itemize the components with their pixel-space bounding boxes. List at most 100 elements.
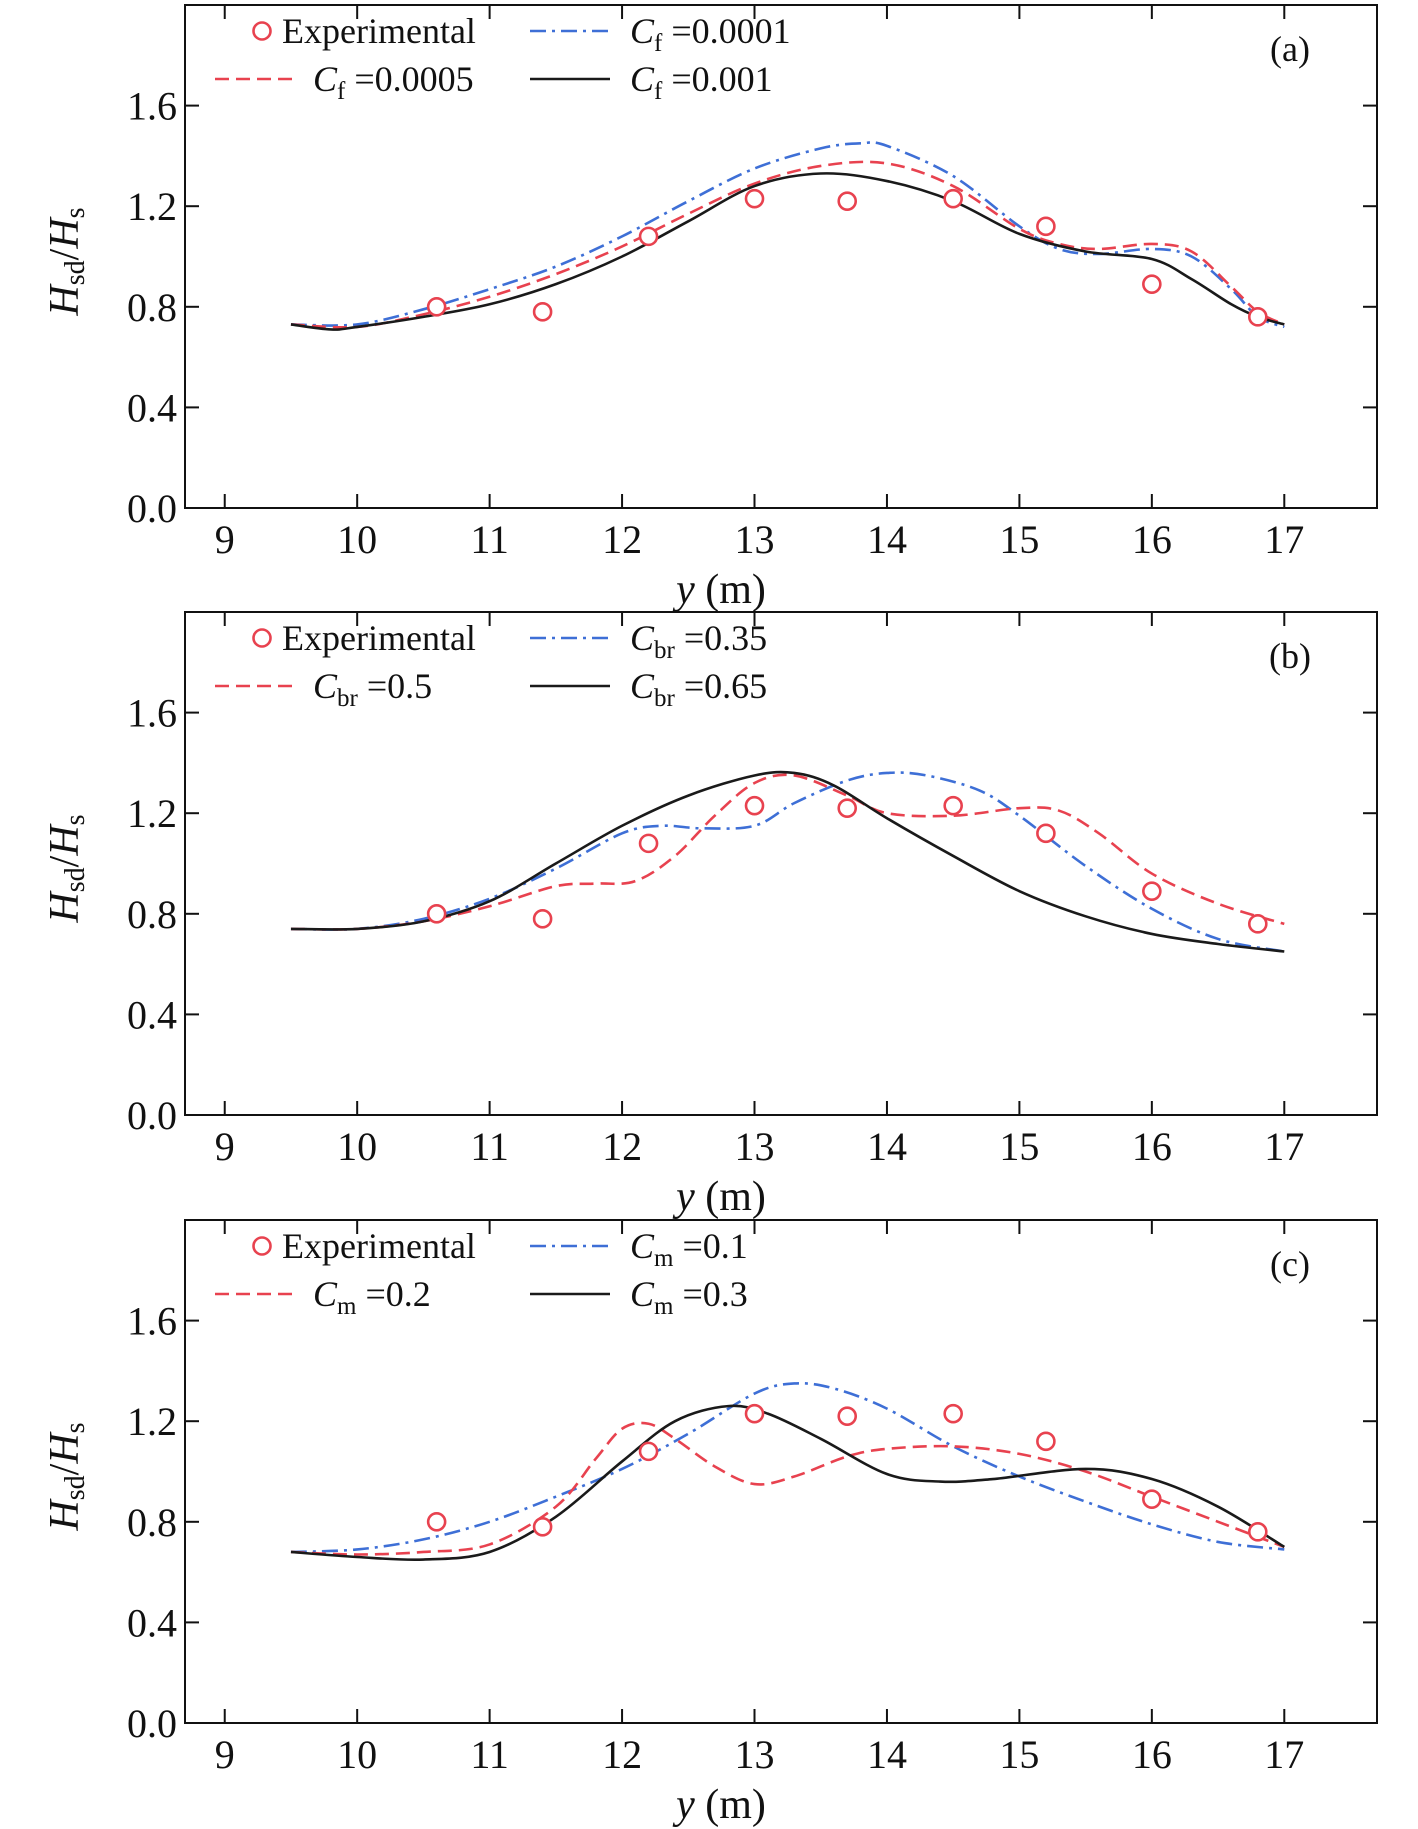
x-tick-label: 17	[1264, 517, 1304, 562]
legend-marker-experimental	[252, 21, 272, 41]
y-tick-label: 1.6	[127, 84, 177, 129]
x-tick-label: 10	[337, 1732, 377, 1777]
experimental-point	[426, 296, 447, 317]
x-tick-label: 17	[1264, 1732, 1304, 1777]
series-line-m-2	[290, 1421, 1285, 1556]
x-tick-label: 13	[735, 1124, 775, 1169]
plot-area	[290, 141, 1285, 331]
experimental-point	[532, 302, 553, 322]
experimental-point	[837, 191, 858, 211]
legend-label-experimental: Experimental	[282, 618, 476, 658]
y-tick-label: 0.8	[127, 285, 177, 330]
experimental-point	[837, 798, 858, 818]
x-tick-label: 15	[999, 517, 1039, 562]
experimental-point	[1248, 914, 1268, 934]
experimental-point	[1142, 1489, 1162, 1509]
y-axis-label: Hsd/Hs	[42, 207, 91, 316]
panel-label: (a)	[1270, 29, 1310, 69]
y-tick-label: 0.4	[127, 992, 177, 1037]
y-tick-label: 0.8	[127, 1500, 177, 1545]
plot-frame	[184, 1219, 1378, 1724]
y-axis-label: Hsd/Hs	[42, 814, 91, 923]
experimental-point	[1142, 274, 1162, 294]
legend-label-1: Cbr =0.35	[630, 618, 767, 664]
plot-area	[290, 1381, 1285, 1562]
legend-label-1: Cf =0.0001	[630, 11, 791, 57]
experimental-point	[638, 833, 659, 854]
x-tick-label: 11	[470, 1732, 509, 1777]
x-tick-label: 14	[867, 1124, 907, 1169]
legend: Experimental Cm =0.1 Cm =0.2 Cm =0.3	[215, 1226, 748, 1320]
x-tick-label: 9	[215, 517, 235, 562]
x-tick-label: 10	[337, 517, 377, 562]
legend-label-3: Cbr =0.65	[630, 666, 767, 712]
y-tick-label: 0.0	[127, 1093, 177, 1138]
series-line-br-1	[290, 771, 1285, 953]
panel-label: (c)	[1270, 1244, 1310, 1284]
x-tick-label: 12	[602, 1124, 642, 1169]
x-axis-label: y (m)	[672, 1782, 766, 1828]
x-tick-label: 15	[999, 1732, 1039, 1777]
legend-label-experimental: Experimental	[282, 11, 476, 51]
legend: Experimental Cbr =0.35 Cbr =0.5 Cbr =0.65	[215, 618, 767, 712]
x-axis-label: y (m)	[672, 567, 766, 613]
experimental-point	[943, 1403, 963, 1424]
experimental-point	[1248, 1522, 1268, 1542]
legend-label-2: Cbr =0.5	[313, 666, 432, 712]
experimental-point	[943, 795, 963, 816]
x-tick-label: 12	[602, 1732, 642, 1777]
experimental-point	[1036, 216, 1056, 237]
chart-panel-a: 0.0 0.4 0.8 1.2 1.6 9 10 11 12 13 14 15 16 17 y (m) Hsd…	[42, 4, 1378, 613]
experimental-point	[1142, 881, 1162, 901]
experimental-point	[638, 226, 659, 247]
y-tick-label: 1.6	[127, 1299, 177, 1344]
legend-label-experimental: Experimental	[282, 1226, 476, 1266]
x-tick-label: 16	[1132, 1732, 1172, 1777]
chart-panel-b: 0.0 0.4 0.8 1.2 1.6 9 10 11 12 13 14 15 16 17 y (m) Hsd…	[42, 611, 1378, 1220]
series-line-f-2	[290, 160, 1285, 329]
x-tick-label: 11	[470, 1124, 509, 1169]
y-tick-label: 0.0	[127, 486, 177, 531]
plot-frame	[184, 611, 1378, 1116]
experimental-point	[1036, 1431, 1056, 1452]
legend-label-1: Cm =0.1	[630, 1226, 748, 1272]
x-tick-label: 14	[867, 517, 907, 562]
x-tick-label: 15	[999, 1124, 1039, 1169]
legend: Experimental Cf =0.0001 Cf =0.0005 Cf =0.00…	[215, 11, 791, 105]
plot-frame	[184, 4, 1378, 509]
x-tick-label: 11	[470, 517, 509, 562]
x-tick-label: 13	[735, 517, 775, 562]
x-axis-label: y (m)	[672, 1174, 766, 1220]
experimental-point	[744, 795, 765, 816]
legend-label-2: Cm =0.2	[313, 1274, 431, 1320]
experimental-point	[943, 188, 963, 209]
y-tick-label: 0.0	[127, 1701, 177, 1746]
x-tick-label: 12	[602, 517, 642, 562]
x-tick-label: 9	[215, 1732, 235, 1777]
legend-label-3: Cf =0.001	[630, 59, 773, 105]
y-tick-label: 1.2	[127, 1399, 177, 1444]
y-tick-label: 0.4	[127, 385, 177, 430]
experimental-point	[1036, 823, 1056, 844]
experimental-point	[744, 188, 765, 209]
x-tick-label: 16	[1132, 1124, 1172, 1169]
x-tick-label: 17	[1264, 1124, 1304, 1169]
legend-label-2: Cf =0.0005	[313, 59, 474, 105]
experimental-point	[426, 903, 447, 924]
experimental-point	[426, 1512, 447, 1532]
legend-label-3: Cm =0.3	[630, 1274, 748, 1320]
legend-marker-experimental	[252, 628, 272, 648]
experimental-point	[837, 1406, 858, 1426]
y-tick-label: 0.8	[127, 892, 177, 937]
experimental-point	[1248, 307, 1268, 327]
series-line-m-3	[290, 1404, 1285, 1562]
y-tick-label: 1.6	[127, 691, 177, 736]
x-tick-label: 13	[735, 1732, 775, 1777]
experimental-point	[532, 1517, 553, 1537]
series-line-f-3	[290, 172, 1285, 331]
experimental-point	[638, 1441, 659, 1462]
legend-marker-experimental	[252, 1236, 272, 1256]
series-line-f-1	[290, 141, 1285, 329]
series-line-m-1	[290, 1381, 1285, 1554]
